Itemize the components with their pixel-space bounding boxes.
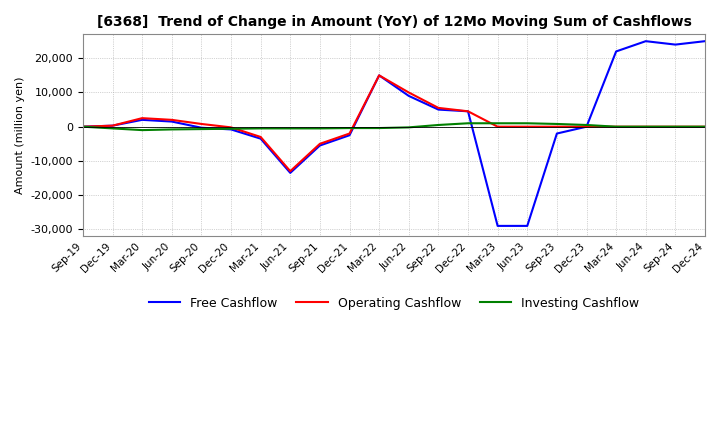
Operating Cashflow [582, 124, 591, 129]
Free Cashflow [197, 125, 206, 130]
Free Cashflow [493, 223, 502, 228]
Free Cashflow [612, 49, 621, 54]
Investing Cashflow [168, 127, 176, 132]
Operating Cashflow [168, 117, 176, 122]
Operating Cashflow [701, 124, 709, 129]
Operating Cashflow [78, 124, 87, 129]
Operating Cashflow [493, 124, 502, 129]
Free Cashflow [464, 109, 472, 114]
Investing Cashflow [315, 126, 324, 131]
Operating Cashflow [197, 121, 206, 127]
Line: Investing Cashflow: Investing Cashflow [83, 123, 705, 130]
Investing Cashflow [78, 124, 87, 129]
Investing Cashflow [375, 125, 384, 131]
Investing Cashflow [434, 122, 443, 128]
Free Cashflow [168, 119, 176, 124]
Title: [6368]  Trend of Change in Amount (YoY) of 12Mo Moving Sum of Cashflows: [6368] Trend of Change in Amount (YoY) o… [96, 15, 691, 29]
Operating Cashflow [256, 134, 265, 139]
Line: Operating Cashflow: Operating Cashflow [83, 75, 705, 171]
Free Cashflow [405, 93, 413, 99]
Investing Cashflow [582, 122, 591, 128]
Free Cashflow [78, 124, 87, 129]
Free Cashflow [552, 131, 561, 136]
Free Cashflow [523, 223, 531, 228]
Free Cashflow [138, 117, 146, 122]
Line: Free Cashflow: Free Cashflow [83, 41, 705, 226]
Investing Cashflow [523, 121, 531, 126]
Operating Cashflow [464, 109, 472, 114]
Investing Cashflow [671, 124, 680, 129]
Investing Cashflow [286, 126, 294, 131]
Free Cashflow [671, 42, 680, 47]
Operating Cashflow [108, 123, 117, 128]
Investing Cashflow [493, 121, 502, 126]
Operating Cashflow [642, 124, 650, 129]
Operating Cashflow [375, 73, 384, 78]
Investing Cashflow [108, 126, 117, 131]
Free Cashflow [256, 136, 265, 141]
Investing Cashflow [227, 126, 235, 132]
Free Cashflow [286, 170, 294, 176]
Investing Cashflow [405, 125, 413, 130]
Investing Cashflow [345, 125, 354, 131]
Legend: Free Cashflow, Operating Cashflow, Investing Cashflow: Free Cashflow, Operating Cashflow, Inves… [144, 292, 644, 315]
Operating Cashflow [523, 124, 531, 129]
Free Cashflow [701, 39, 709, 44]
Operating Cashflow [138, 116, 146, 121]
Operating Cashflow [434, 105, 443, 110]
Investing Cashflow [612, 124, 621, 129]
Free Cashflow [108, 123, 117, 128]
Investing Cashflow [464, 121, 472, 126]
Investing Cashflow [138, 128, 146, 133]
Operating Cashflow [405, 90, 413, 95]
Operating Cashflow [345, 131, 354, 136]
Free Cashflow [434, 107, 443, 112]
Operating Cashflow [552, 124, 561, 129]
Operating Cashflow [671, 124, 680, 129]
Free Cashflow [642, 39, 650, 44]
Operating Cashflow [286, 169, 294, 174]
Free Cashflow [345, 132, 354, 138]
Investing Cashflow [197, 126, 206, 132]
Operating Cashflow [315, 141, 324, 147]
Investing Cashflow [642, 124, 650, 129]
Free Cashflow [315, 143, 324, 148]
Investing Cashflow [552, 121, 561, 127]
Investing Cashflow [256, 126, 265, 131]
Operating Cashflow [612, 124, 621, 129]
Operating Cashflow [227, 125, 235, 130]
Investing Cashflow [701, 124, 709, 129]
Free Cashflow [227, 127, 235, 132]
Free Cashflow [582, 124, 591, 129]
Y-axis label: Amount (million yen): Amount (million yen) [15, 77, 25, 194]
Free Cashflow [375, 73, 384, 78]
